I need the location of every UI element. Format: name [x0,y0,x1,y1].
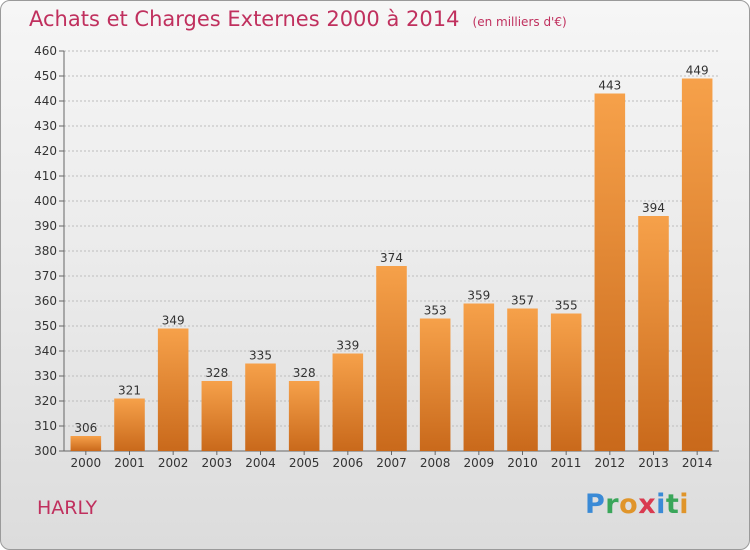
y-tick-label: 320 [34,394,57,408]
proxiti-logo: Proxiti [585,489,689,520]
y-tick-label: 300 [34,444,57,458]
x-tick-label: 2001 [114,456,145,470]
x-tick-label: 2002 [158,456,189,470]
x-tick-label: 2010 [507,456,538,470]
bar [114,398,145,451]
logo-letter: o [619,489,639,520]
data-label: 449 [686,64,709,78]
chart-title: Achats et Charges Externes 2000 à 2014 (… [29,7,567,31]
y-tick-label: 430 [34,119,57,133]
x-tick-label: 2006 [333,456,364,470]
data-label: 394 [642,201,665,215]
bar [681,78,713,451]
unit-label: (en milliers d'€) [472,15,567,29]
y-tick-label: 460 [34,44,57,58]
y-tick-label: 380 [34,244,57,258]
data-label: 357 [511,294,534,308]
y-tick-label: 340 [34,344,57,358]
logo-letter: i [656,489,666,520]
data-label: 349 [162,314,185,328]
x-tick-label: 2005 [289,456,320,470]
x-tick-label: 2011 [551,456,582,470]
data-label: 339 [336,339,359,353]
commune-name: HARLY [37,497,98,519]
x-tick-label: 2012 [595,456,626,470]
x-tick-label: 2014 [682,456,713,470]
y-tick-label: 410 [34,169,57,183]
data-label: 306 [74,421,97,435]
x-tick-label: 2003 [202,456,233,470]
bar [376,266,407,451]
bar [332,353,364,451]
data-label: 353 [424,304,447,318]
y-tick-label: 420 [34,144,57,158]
data-label: 335 [249,349,272,363]
y-tick-label: 440 [34,94,57,108]
data-label: 328 [293,366,316,380]
title-text: Achats et Charges Externes 2000 à 2014 [29,7,460,31]
logo-letter: P [585,489,606,520]
bar [419,318,451,451]
bar [201,381,233,451]
bar [638,216,669,451]
x-tick-label: 2000 [71,456,102,470]
bar [245,363,276,451]
data-label: 374 [380,251,403,265]
y-tick-label: 400 [34,194,57,208]
data-label: 359 [467,289,490,303]
bar [70,436,102,451]
data-label: 443 [598,79,621,93]
y-tick-label: 330 [34,369,57,383]
bar [288,381,320,451]
y-tick-label: 390 [34,219,57,233]
x-tick-label: 2007 [376,456,407,470]
data-label: 321 [118,384,141,398]
bar [507,308,538,451]
bar [550,313,582,451]
logo-letter: r [605,489,620,520]
x-tick-label: 2013 [638,456,669,470]
x-tick-label: 2008 [420,456,451,470]
y-tick-label: 310 [34,419,57,433]
logo-letter: x [638,489,657,520]
logo-letter: t [665,489,680,520]
bar [594,93,626,451]
y-tick-label: 350 [34,319,57,333]
y-tick-label: 370 [34,269,57,283]
x-tick-label: 2009 [464,456,495,470]
x-tick-label: 2004 [245,456,276,470]
y-tick-label: 450 [34,69,57,83]
bar [157,328,189,451]
data-label: 355 [555,299,578,313]
y-tick-label: 360 [34,294,57,308]
data-label: 328 [205,366,228,380]
logo-letter: i [679,489,690,520]
bar [463,303,495,451]
